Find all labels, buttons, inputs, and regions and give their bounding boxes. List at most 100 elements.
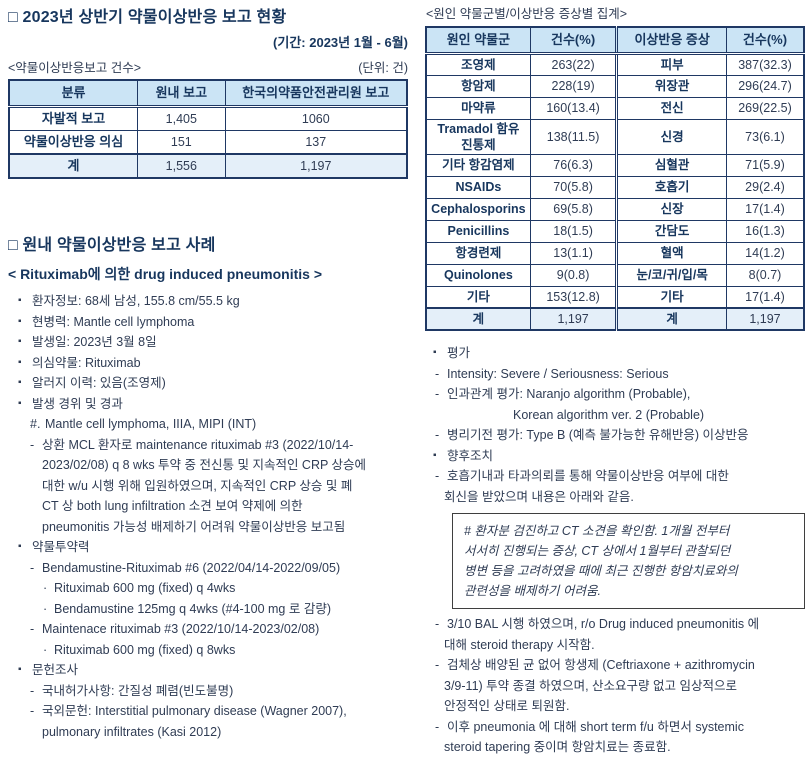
line-text: 알러지 이력: 있음(조영제) bbox=[32, 376, 166, 390]
text-line: 회신을 받았으며 내용은 아래와 같음. bbox=[425, 487, 805, 508]
line-text: steroid tapering 중이며 항암치료는 종료함. bbox=[444, 740, 671, 754]
column-header-internal: 원내 보고 bbox=[137, 79, 226, 108]
line-text: 상환 MCL 환자로 maintenance rituximab #3 (202… bbox=[42, 437, 354, 452]
dash-marker: - bbox=[435, 469, 440, 483]
table-cell: 269(22.5) bbox=[725, 96, 805, 120]
text-line: - 이후 pneumonia 에 대해 short term f/u 하면서 sy… bbox=[425, 717, 805, 738]
line-text: 안정적인 상태로 퇴원함. bbox=[444, 699, 570, 713]
table-row: Tramadol 함유 진통제 138(11.5) 신경 73(6.1) bbox=[425, 118, 805, 155]
dash-marker: - bbox=[435, 719, 440, 734]
line-text: 국내허가사항: 간질성 폐렴(빈도불명) bbox=[42, 683, 234, 698]
text-line: CT 상 both lung infiltration 소견 보여 약제에 의한 bbox=[8, 496, 408, 517]
table-cell: 228(19) bbox=[529, 74, 618, 98]
table-cell: 69(5.8) bbox=[529, 197, 618, 221]
column-header-symptom: 이상반응 증상 bbox=[615, 26, 727, 55]
text-line: · Bendamustine 125mg q 4wks (#4-100 mg 로 … bbox=[8, 599, 408, 620]
case-report-title: □ 원내 약물이상반응 보고 사례 bbox=[8, 237, 216, 254]
table-cell: 1,197 bbox=[224, 153, 408, 179]
dot-marker: · bbox=[43, 581, 48, 595]
consult-note-line: 서서히 진행되는 증상, CT 상에서 1월부터 관찰되던 bbox=[464, 544, 731, 558]
line-text: Intensity: Severe / Seriousness: Serious bbox=[447, 366, 669, 381]
text-line: 안정적인 상태로 퇴원함. bbox=[425, 696, 805, 717]
dash-marker: - bbox=[30, 560, 35, 575]
line-text: 인과관계 평가: Naranjo algorithm (Probable), bbox=[447, 387, 691, 401]
text-line: 3/9-11) 투약 종결 하였으며, 산소요구량 없고 임상적으로 bbox=[425, 676, 805, 697]
table-cell: 13(1.1) bbox=[529, 241, 618, 265]
table-row: 마약류 160(13.4) 전신 269(22.5) bbox=[425, 96, 805, 120]
table-cell: 심혈관 bbox=[615, 153, 727, 177]
unit-label: (단위: 건) bbox=[358, 61, 408, 75]
text-line: · Rituximab 600 mg (fixed) q 8wks bbox=[8, 640, 408, 661]
cause-table-caption: <원인 약물군별/이상반응 증상별 집계> bbox=[426, 7, 627, 21]
bullet-marker: ▪ bbox=[18, 397, 22, 409]
table-cell: Cephalosporins bbox=[425, 197, 531, 221]
text-line: ▪ 환자정보: 68세 남성, 155.8 cm/55.5 kg bbox=[8, 291, 408, 312]
table-cell: 조영제 bbox=[425, 52, 531, 76]
line-text: 약물투약력 bbox=[32, 540, 90, 554]
text-line: ▪ 향후조치 bbox=[425, 446, 805, 467]
table-cell: 151 bbox=[137, 129, 226, 155]
line-text: 회신을 받았으며 내용은 아래와 같음. bbox=[444, 489, 634, 504]
report-table-caption-row: <약물이상반응보고 건수> (단위: 건) bbox=[8, 61, 408, 76]
evaluation-section: ▪ 평가 - Intensity: Severe / Seriousness: Ser… bbox=[425, 343, 805, 507]
column-header-category: 분류 bbox=[8, 79, 139, 108]
right-column: <원인 약물군별/이상반응 증상별 집계> 원인 약물군 건수(%) 이상반응 … bbox=[425, 5, 805, 758]
line-text: Bendamustine-Rituximab #6 (2022/04/14-20… bbox=[42, 560, 341, 575]
table-header-row: 분류 원내 보고 한국의약품안전관리원 보고 bbox=[8, 79, 408, 108]
table-cell: 76(6.3) bbox=[529, 153, 618, 177]
text-line: 대해 steroid therapy 시작함. bbox=[425, 635, 805, 656]
table-row: 기타 153(12.8) 기타 17(1.4) bbox=[425, 285, 805, 309]
table-cell: 137 bbox=[224, 129, 408, 155]
dash-marker: - bbox=[30, 704, 35, 718]
table-row: 자발적 보고 1,405 1060 bbox=[8, 105, 408, 131]
table-cell: 29(2.4) bbox=[725, 175, 805, 199]
table-cell: 14(1.2) bbox=[725, 241, 805, 265]
report-period: (기간: 2023년 1월 - 6월) bbox=[273, 35, 408, 50]
dash-marker: - bbox=[435, 428, 440, 442]
bullet-marker: ▪ bbox=[18, 377, 22, 388]
line-text: 발생 경위 및 경과 bbox=[32, 396, 123, 411]
table-cell: 계 bbox=[425, 307, 531, 331]
text-line: ▪ 평가 bbox=[425, 343, 805, 364]
text-line: - 상환 MCL 환자로 maintenance rituximab #3 (20… bbox=[8, 435, 408, 456]
table-cell: 18(1.5) bbox=[529, 219, 618, 243]
table-row: 항암제 228(19) 위장관 296(24.7) bbox=[425, 74, 805, 98]
table-cell: 마약류 bbox=[425, 96, 531, 120]
table-cell: 1,556 bbox=[137, 153, 226, 179]
document-page: □ 2023년 상반기 약물이상반응 보고 현황 (기간: 2023년 1월 -… bbox=[8, 5, 805, 758]
bullet-marker: ▪ bbox=[18, 336, 22, 347]
text-line: · Rituximab 600 mg (fixed) q 4wks bbox=[8, 578, 408, 599]
line-text: 향후조치 bbox=[447, 448, 494, 463]
dash-marker: - bbox=[435, 658, 440, 672]
table-cell: 피부 bbox=[615, 52, 727, 76]
table-cell: 17(1.4) bbox=[725, 285, 805, 309]
consult-reply-box: # 환자분 검진하고 CT 소견을 확인함. 1개월 전부터 서서히 진행되는 증… bbox=[452, 513, 805, 609]
column-header-kids: 한국의약품안전관리원 보고 bbox=[224, 79, 408, 108]
case-report-details: ▪ 환자정보: 68세 남성, 155.8 cm/55.5 kg ▪ 현병력: Man… bbox=[8, 291, 408, 742]
table-row: 조영제 263(22) 피부 387(32.3) bbox=[425, 52, 805, 76]
table-cell: Penicillins bbox=[425, 219, 531, 243]
table-cell: 자발적 보고 bbox=[8, 105, 139, 131]
line-text: 호흡기내과 타과의뢰를 통해 약물이상반응 여부에 대한 bbox=[447, 469, 729, 483]
text-line: ▪ 알러지 이력: 있음(조영제) bbox=[8, 373, 408, 394]
line-text: Mantle cell lymphoma, IIIA, MIPI (INT) bbox=[45, 417, 257, 431]
line-text: 문헌조사 bbox=[32, 663, 79, 677]
table-cell: 9(0.8) bbox=[529, 263, 618, 287]
report-table-caption: <약물이상반응보고 건수> bbox=[8, 61, 142, 75]
consult-note-line: 병변 등을 고려하였을 때에 최근 진행한 항암치료와의 bbox=[464, 564, 738, 578]
table-cell: 신장 bbox=[615, 197, 727, 221]
text-line: ▪ 발생일: 2023년 3월 8일 bbox=[8, 332, 408, 353]
table-cell: 160(13.4) bbox=[529, 96, 618, 120]
text-line: ▪ 약물투약력 bbox=[8, 537, 408, 558]
dash-marker: - bbox=[435, 387, 440, 401]
table-cell: 위장관 bbox=[615, 74, 727, 98]
line-text: 국외문헌: Interstitial pulmonary disease (Wa… bbox=[42, 704, 347, 718]
text-line: - Bendamustine-Rituximab #6 (2022/04/14-2… bbox=[8, 558, 408, 579]
line-text: pulmonary infiltrates (Kasi 2012) bbox=[42, 724, 222, 739]
table-row: Penicillins 18(1.5) 간담도 16(1.3) bbox=[425, 219, 805, 243]
text-line: pneumonitis 가능성 배제하기 어려워 약물이상반응 보고됨 bbox=[8, 517, 408, 538]
text-line: - Maintenace rituximab #3 (2022/10/14-202… bbox=[8, 619, 408, 640]
table-row: 약물이상반응 의심 151 137 bbox=[8, 129, 408, 155]
text-line: ▪ 현병력: Mantle cell lymphoma bbox=[8, 312, 408, 333]
line-text: 대한 w/u 시행 위해 입원하였으며, 지속적인 CRP 상승 및 폐 bbox=[42, 478, 353, 493]
